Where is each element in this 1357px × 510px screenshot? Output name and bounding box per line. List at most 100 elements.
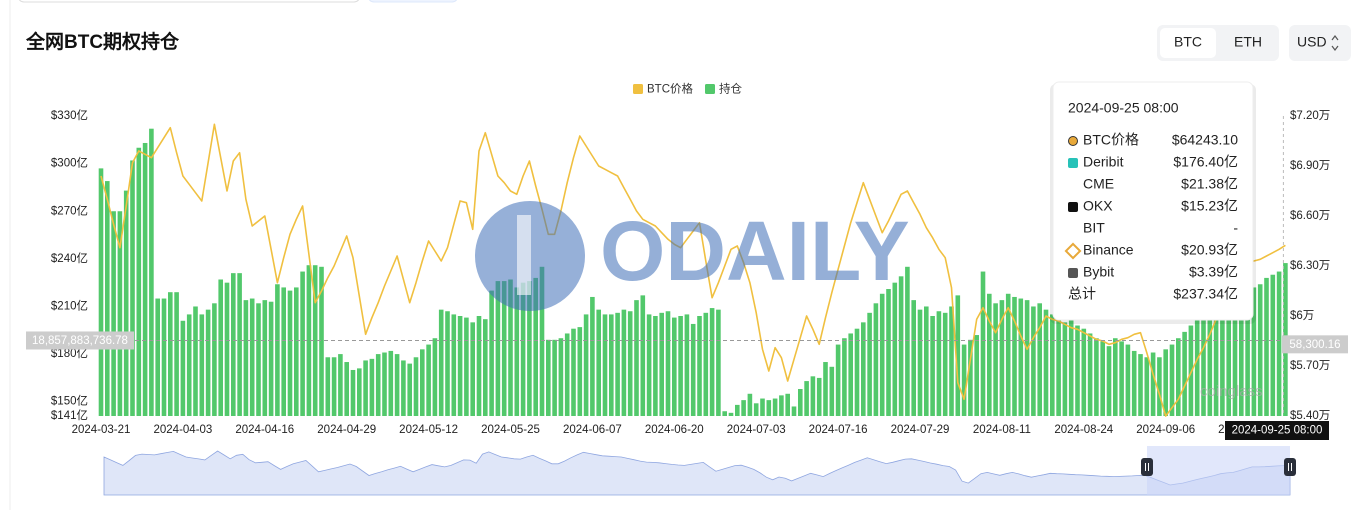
bar bbox=[464, 317, 469, 416]
bar bbox=[766, 400, 772, 416]
x-tick-label: 2024-06-07 bbox=[563, 424, 622, 436]
bar bbox=[804, 381, 809, 416]
navigator-window bbox=[1147, 446, 1290, 495]
bar bbox=[697, 316, 702, 416]
bar bbox=[854, 328, 860, 416]
bar bbox=[249, 298, 255, 416]
navigator-handle[interactable] bbox=[1284, 458, 1296, 476]
tooltip-value: $15.23亿 bbox=[1181, 198, 1238, 214]
bar bbox=[363, 360, 368, 416]
x-tick-label: 2024-07-03 bbox=[727, 424, 786, 436]
toggle-eth[interactable]: ETH bbox=[1234, 34, 1262, 50]
bar bbox=[130, 160, 135, 416]
bar bbox=[709, 308, 715, 416]
x-tick-label: 2024-05-25 bbox=[481, 424, 540, 436]
bar bbox=[520, 282, 526, 416]
bar bbox=[942, 312, 948, 416]
tooltip-value: $3.39亿 bbox=[1189, 264, 1238, 280]
bar bbox=[602, 314, 608, 416]
y-tick-label: $330亿 bbox=[51, 109, 88, 122]
tooltip-icon bbox=[1068, 136, 1078, 146]
bar bbox=[716, 309, 721, 416]
bar bbox=[445, 311, 450, 416]
x-tick-label: 2024-04-16 bbox=[235, 424, 294, 436]
bar bbox=[892, 282, 898, 416]
bar bbox=[936, 311, 942, 416]
currency-select[interactable] bbox=[1289, 25, 1351, 61]
crosshair-x-bg bbox=[1225, 421, 1329, 440]
bar bbox=[823, 362, 828, 416]
bar bbox=[136, 147, 142, 416]
bar bbox=[294, 287, 299, 416]
bar bbox=[1257, 284, 1263, 416]
watermark-logo-cut bbox=[517, 215, 531, 295]
bar bbox=[1012, 296, 1017, 416]
bar bbox=[1176, 338, 1181, 416]
x-tick-label: 2024-06-20 bbox=[645, 424, 704, 436]
toggle-btc[interactable]: BTC bbox=[1174, 34, 1202, 50]
bar bbox=[420, 349, 425, 416]
bar bbox=[1087, 333, 1093, 416]
bar bbox=[999, 300, 1005, 416]
tooltip-value: $64243.10 bbox=[1172, 132, 1238, 148]
bar bbox=[1226, 293, 1231, 416]
tooltip-value: $237.34亿 bbox=[1173, 286, 1238, 302]
search-box[interactable] bbox=[18, 0, 360, 3]
tooltip-icon bbox=[1068, 268, 1078, 278]
bar bbox=[218, 279, 223, 416]
bar bbox=[1056, 319, 1061, 416]
bar bbox=[747, 393, 753, 416]
tooltip bbox=[1052, 81, 1254, 321]
bar bbox=[577, 327, 583, 416]
bar bbox=[470, 322, 475, 416]
y-tick-label: $270亿 bbox=[51, 204, 88, 217]
y2-tick-label: $7.20万 bbox=[1290, 110, 1330, 122]
bar bbox=[451, 314, 457, 416]
bar bbox=[1125, 344, 1131, 416]
bar bbox=[1245, 290, 1250, 416]
top-button[interactable] bbox=[368, 0, 458, 3]
bar bbox=[432, 338, 438, 416]
crosshair-label-bg bbox=[1282, 335, 1348, 354]
crosshair-x-label: 2024-09-25 08:00 bbox=[1232, 425, 1323, 437]
watermark: ODAILY bbox=[600, 204, 910, 298]
bar bbox=[1169, 344, 1175, 416]
bar bbox=[741, 400, 746, 416]
bar bbox=[111, 211, 116, 416]
bar bbox=[224, 282, 230, 416]
crosshair-y2-label: 58,300.16 bbox=[1289, 339, 1340, 351]
bar bbox=[212, 303, 217, 416]
bar bbox=[1050, 314, 1055, 416]
tooltip-name: Deribit bbox=[1083, 154, 1124, 170]
bar bbox=[193, 306, 198, 416]
tooltip-name: OKX bbox=[1083, 198, 1113, 214]
bar bbox=[1157, 357, 1162, 416]
bar bbox=[161, 298, 167, 416]
bar bbox=[1005, 293, 1011, 416]
bar bbox=[930, 316, 935, 416]
y-tick-label: $240亿 bbox=[51, 252, 88, 265]
x-tick-label: 2024-05-12 bbox=[399, 424, 458, 436]
legend-label: 持仓 bbox=[719, 82, 742, 96]
bar bbox=[388, 350, 394, 416]
navigator-handle[interactable] bbox=[1141, 458, 1153, 476]
x-tick-label: 2024-04-29 bbox=[317, 424, 376, 436]
bar bbox=[546, 339, 551, 416]
bar bbox=[476, 316, 482, 416]
bar bbox=[350, 369, 356, 416]
bar bbox=[539, 266, 545, 416]
bar bbox=[1270, 274, 1276, 416]
bar bbox=[722, 411, 727, 416]
legend-label: BTC价格 bbox=[647, 82, 693, 96]
bar bbox=[1131, 350, 1137, 416]
bar bbox=[968, 339, 973, 416]
tooltip-name: Binance bbox=[1083, 242, 1134, 258]
bar bbox=[168, 292, 173, 416]
x-tick-label: 2024-08-11 bbox=[973, 424, 1031, 436]
bar bbox=[306, 265, 312, 416]
bar bbox=[1113, 338, 1118, 416]
tooltip-icon bbox=[1068, 202, 1078, 212]
bar bbox=[281, 287, 286, 416]
bar bbox=[842, 338, 847, 416]
x-tick-label: 2024-07-29 bbox=[891, 424, 950, 436]
